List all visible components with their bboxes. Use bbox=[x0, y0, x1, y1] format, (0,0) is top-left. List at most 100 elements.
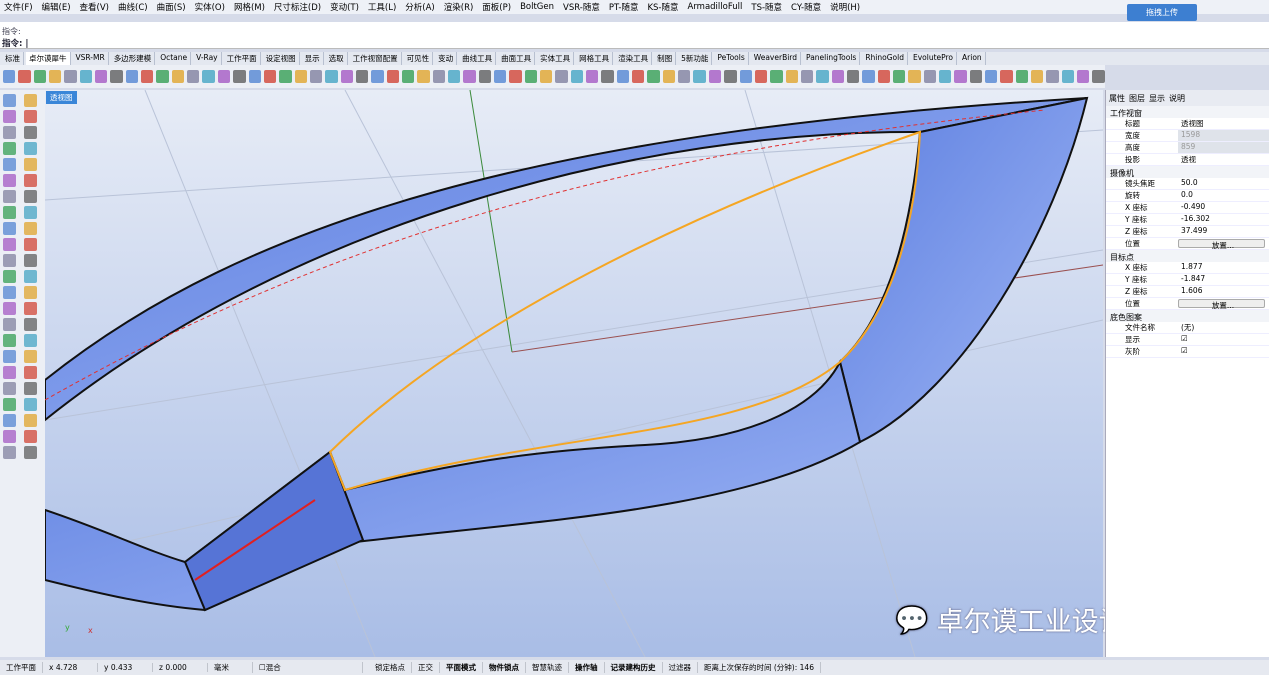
tool-icon[interactable] bbox=[938, 70, 952, 83]
tool-icon[interactable] bbox=[1046, 70, 1059, 83]
tool-icon[interactable] bbox=[678, 70, 691, 83]
tool-icon[interactable] bbox=[33, 70, 47, 83]
tool-icon[interactable] bbox=[770, 70, 783, 83]
tool-icon[interactable] bbox=[79, 70, 93, 83]
tool-icon[interactable] bbox=[831, 70, 844, 83]
tool-icon[interactable] bbox=[3, 318, 16, 331]
tab-7[interactable]: 设定视图 bbox=[263, 52, 300, 65]
tab-22[interactable]: PanelingTools bbox=[803, 52, 861, 65]
tool-icon[interactable] bbox=[279, 70, 292, 83]
tool-icon[interactable] bbox=[754, 70, 768, 83]
tab-18[interactable]: 制图 bbox=[654, 52, 677, 65]
tool-icon[interactable] bbox=[309, 70, 323, 83]
tool-icon[interactable] bbox=[248, 70, 261, 83]
tool-icon[interactable] bbox=[294, 70, 307, 83]
property-value[interactable]: 透视图 bbox=[1181, 119, 1204, 128]
tool-icon[interactable] bbox=[3, 270, 16, 283]
tool-icon[interactable] bbox=[908, 70, 921, 83]
tool-icon[interactable] bbox=[693, 70, 706, 83]
property-value[interactable]: -1.847 bbox=[1181, 274, 1206, 283]
tool-icon[interactable] bbox=[3, 334, 16, 347]
tool-icon[interactable] bbox=[954, 70, 967, 83]
tool-icon[interactable] bbox=[3, 254, 16, 267]
property-value[interactable]: 37.499 bbox=[1181, 226, 1208, 235]
tool-icon[interactable] bbox=[3, 414, 16, 427]
menu-item[interactable]: 工具(L) bbox=[367, 3, 397, 13]
menu-item[interactable]: 实体(O) bbox=[194, 3, 225, 13]
property-value[interactable]: -16.302 bbox=[1181, 214, 1210, 223]
tool-icon[interactable] bbox=[3, 350, 16, 363]
tool-icon[interactable] bbox=[171, 70, 185, 83]
tool-icon[interactable] bbox=[141, 70, 154, 83]
tool-icon[interactable] bbox=[3, 222, 16, 235]
tool-icon[interactable] bbox=[647, 70, 660, 83]
tab-8[interactable]: 显示 bbox=[302, 52, 324, 65]
tool-icon[interactable] bbox=[386, 70, 399, 83]
tool-icon[interactable] bbox=[3, 382, 16, 395]
status-toggle[interactable]: 平面模式 bbox=[440, 662, 483, 673]
property-value[interactable]: ☑ bbox=[1181, 346, 1188, 355]
menu-item[interactable]: 曲线(C) bbox=[118, 3, 148, 13]
tool-icon[interactable] bbox=[3, 206, 16, 219]
tab-20[interactable]: PeTools bbox=[714, 52, 749, 65]
tab-4[interactable]: Octane bbox=[157, 52, 192, 65]
tab-2[interactable]: VSR-MR bbox=[73, 52, 109, 65]
tab-24[interactable]: EvolutePro bbox=[910, 52, 958, 65]
status-toggle[interactable]: 物件锁点 bbox=[483, 662, 526, 673]
tool-icon[interactable] bbox=[325, 70, 338, 83]
tool-icon[interactable] bbox=[3, 174, 16, 187]
tool-icon[interactable] bbox=[862, 70, 875, 83]
property-value[interactable]: 859 bbox=[1178, 142, 1269, 153]
tool-icon[interactable] bbox=[417, 70, 430, 83]
tool-icon[interactable] bbox=[800, 70, 814, 83]
tool-icon[interactable] bbox=[49, 70, 62, 83]
tool-icon[interactable] bbox=[1061, 70, 1075, 83]
tool-icon[interactable] bbox=[24, 142, 37, 155]
tool-icon[interactable] bbox=[187, 70, 200, 83]
tool-icon[interactable] bbox=[24, 190, 37, 203]
tool-icon[interactable] bbox=[110, 70, 123, 83]
tool-icon[interactable] bbox=[892, 70, 906, 83]
tool-icon[interactable] bbox=[3, 398, 16, 411]
property-value[interactable]: -0.490 bbox=[1181, 202, 1206, 211]
tool-icon[interactable] bbox=[601, 70, 614, 83]
tool-icon[interactable] bbox=[3, 366, 16, 379]
menu-item[interactable]: 面板(P) bbox=[482, 3, 512, 13]
tool-icon[interactable] bbox=[494, 70, 507, 83]
tab-12[interactable]: 变动 bbox=[435, 52, 458, 65]
tool-icon[interactable] bbox=[3, 142, 16, 155]
tool-icon[interactable] bbox=[708, 70, 722, 83]
menu-item[interactable]: 查看(V) bbox=[79, 3, 109, 13]
tool-icon[interactable] bbox=[24, 398, 37, 411]
tool-icon[interactable] bbox=[24, 334, 37, 347]
menu-item[interactable]: 分析(A) bbox=[405, 3, 435, 13]
tab-15[interactable]: 实体工具 bbox=[537, 52, 575, 65]
tool-icon[interactable] bbox=[1015, 70, 1029, 83]
tool-icon[interactable] bbox=[3, 94, 16, 107]
tab-11[interactable]: 可见性 bbox=[404, 52, 434, 65]
cplane-label[interactable]: 工作平面 bbox=[0, 662, 43, 673]
tool-icon[interactable] bbox=[24, 446, 37, 459]
menu-item[interactable]: 编辑(E) bbox=[41, 3, 71, 13]
tool-icon[interactable] bbox=[724, 70, 737, 83]
tool-icon[interactable] bbox=[24, 414, 37, 427]
menu-item[interactable]: 说明(H) bbox=[830, 3, 861, 13]
tab-0[interactable]: 标准 bbox=[2, 52, 24, 65]
property-value[interactable]: (无) bbox=[1181, 323, 1195, 332]
menu-item[interactable]: CY-随意 bbox=[791, 3, 822, 13]
tab-16[interactable]: 网格工具 bbox=[576, 52, 614, 65]
section-title[interactable]: 目标点 bbox=[1106, 250, 1269, 262]
tool-icon[interactable] bbox=[217, 70, 231, 83]
tool-icon[interactable] bbox=[616, 70, 630, 83]
tool-icon[interactable] bbox=[24, 126, 37, 139]
tool-icon[interactable] bbox=[156, 70, 169, 83]
tool-icon[interactable] bbox=[662, 70, 676, 83]
tool-icon[interactable] bbox=[877, 70, 890, 83]
tool-icon[interactable] bbox=[24, 222, 37, 235]
tool-icon[interactable] bbox=[632, 70, 645, 83]
tool-icon[interactable] bbox=[3, 302, 16, 315]
tab-23[interactable]: RhinoGold bbox=[862, 52, 908, 65]
place-button[interactable]: 放置... bbox=[1178, 239, 1265, 250]
tool-icon[interactable] bbox=[785, 70, 798, 83]
tool-icon[interactable] bbox=[233, 70, 246, 83]
